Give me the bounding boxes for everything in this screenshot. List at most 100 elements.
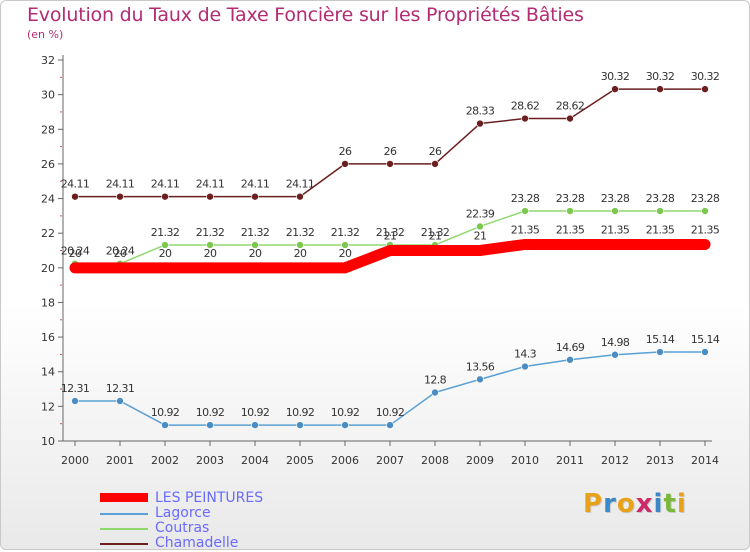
data-point	[161, 421, 169, 429]
data-point	[476, 119, 484, 128]
data-label: 24.11	[61, 178, 90, 191]
data-label: 21	[429, 230, 442, 243]
y-tick-label: 26	[41, 158, 55, 171]
x-tick-label: 2010	[511, 454, 539, 467]
data-point	[431, 388, 439, 397]
data-point	[341, 241, 349, 249]
x-tick-label: 2003	[196, 454, 224, 467]
data-label: 21	[474, 230, 487, 243]
data-point	[116, 263, 124, 272]
y-tick-label: 12	[41, 400, 55, 413]
x-tick-label: 2007	[376, 454, 404, 467]
data-point	[161, 192, 169, 201]
y-tick-label: 14	[41, 366, 55, 379]
data-point	[296, 241, 304, 249]
data-point	[476, 222, 484, 231]
data-label: 15.14	[646, 333, 675, 346]
data-point	[251, 241, 259, 249]
data-point	[341, 160, 349, 168]
y-tick-label: 18	[41, 296, 55, 309]
data-point	[386, 421, 394, 429]
x-tick-label: 2002	[151, 454, 179, 467]
data-point	[386, 246, 394, 255]
data-label: 12.31	[61, 382, 90, 395]
x-tick-label: 2013	[646, 454, 674, 467]
data-label: 20	[69, 247, 82, 260]
data-point	[341, 421, 349, 429]
data-point	[476, 375, 484, 384]
data-point	[296, 192, 304, 201]
data-point	[566, 355, 574, 364]
data-point	[611, 85, 619, 93]
data-label: 20	[339, 247, 352, 260]
data-point	[386, 160, 394, 168]
y-tick-label: 24	[41, 193, 55, 206]
data-label: 23.28	[601, 192, 630, 205]
legend-swatch	[100, 543, 148, 545]
legend-label: Chamadelle	[155, 535, 239, 551]
chart-subtitle: (en %)	[27, 28, 64, 41]
legend-swatch	[100, 513, 148, 515]
data-label: 30.32	[601, 70, 630, 83]
x-tick-label: 2012	[601, 454, 629, 467]
data-label: 21.35	[511, 223, 540, 236]
x-tick-label: 2011	[556, 454, 584, 467]
data-point	[341, 263, 349, 272]
data-point	[476, 246, 484, 255]
data-label: 21.32	[241, 226, 270, 239]
data-point	[296, 263, 304, 272]
chart-title: Evolution du Taux de Taxe Foncière sur l…	[27, 4, 584, 26]
x-tick-label: 2004	[241, 454, 269, 467]
data-point	[701, 85, 709, 93]
data-label: 20	[294, 247, 307, 260]
data-label: 10.92	[376, 406, 405, 419]
data-label: 10.92	[331, 406, 360, 419]
data-label: 21.32	[376, 226, 405, 239]
y-tick-label: 20	[41, 262, 55, 275]
data-label: 24.11	[106, 178, 135, 191]
legend-label: Coutras	[155, 520, 210, 536]
x-tick-label: 2014	[691, 454, 719, 467]
data-point	[656, 207, 664, 215]
y-tick-label: 30	[41, 89, 55, 102]
legend-swatch	[100, 528, 148, 530]
data-label: 21	[384, 230, 397, 243]
data-point	[431, 246, 439, 255]
data-label: 20	[204, 247, 217, 260]
data-point	[566, 114, 574, 123]
legend-label: Lagorce	[155, 505, 211, 521]
data-label: 21.32	[196, 226, 225, 239]
data-point	[701, 348, 709, 356]
y-tick-label: 16	[41, 331, 55, 344]
data-label: 30.32	[691, 70, 720, 83]
data-label: 26	[384, 145, 397, 158]
data-label: 10.92	[196, 406, 225, 419]
data-point	[521, 362, 529, 371]
data-label: 21.32	[331, 226, 360, 239]
data-label: 28.62	[556, 100, 585, 113]
x-tick-label: 2000	[61, 454, 89, 467]
data-label: 21.35	[601, 223, 630, 236]
data-point	[206, 263, 214, 272]
data-point	[161, 241, 169, 249]
data-point	[611, 207, 619, 215]
data-label: 30.32	[646, 70, 675, 83]
data-label: 14.98	[601, 336, 630, 349]
data-point	[206, 241, 214, 249]
data-point	[521, 114, 529, 123]
data-label: 21.32	[286, 226, 315, 239]
data-label: 23.28	[691, 192, 720, 205]
data-label: 21.32	[151, 226, 180, 239]
x-tick-label: 2005	[286, 454, 314, 467]
data-label: 15.14	[691, 333, 720, 346]
data-point	[251, 421, 259, 429]
data-label: 21.35	[691, 223, 720, 236]
x-tick-label: 2001	[106, 454, 134, 467]
data-point	[116, 397, 124, 405]
data-point	[566, 207, 574, 215]
data-label: 28.62	[511, 100, 540, 113]
data-point	[296, 421, 304, 429]
data-label: 10.92	[241, 406, 270, 419]
